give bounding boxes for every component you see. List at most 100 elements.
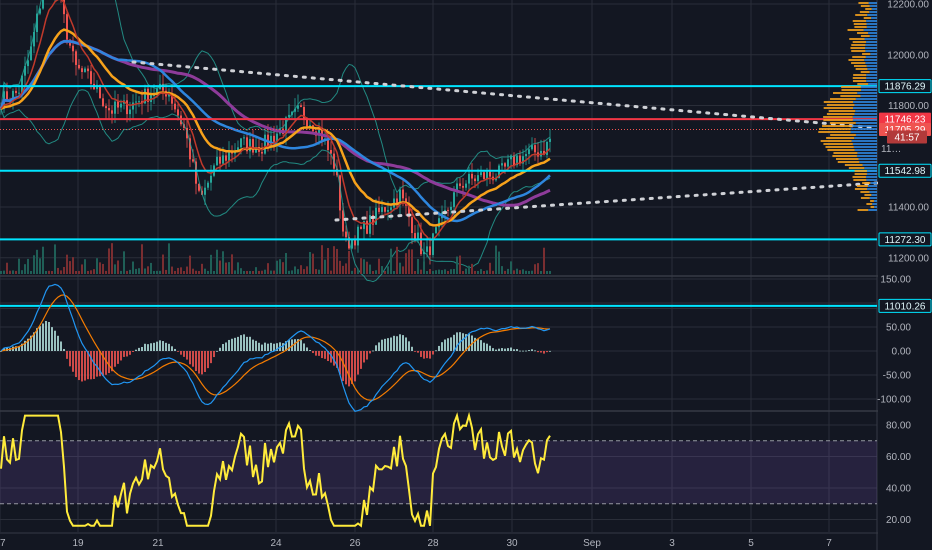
trendline-upper[interactable] <box>131 60 879 130</box>
macd-tick-label: 150.00 <box>880 275 911 286</box>
volume-profile-bar <box>853 146 877 148</box>
macd-histogram-bar <box>531 349 533 351</box>
macd-histogram-bar <box>456 332 458 351</box>
macd-histogram-bar <box>219 347 221 351</box>
macd-histogram-bar <box>546 351 548 353</box>
volume-bar <box>141 244 143 274</box>
volume-bar <box>0 270 2 274</box>
ma-blue-line <box>0 40 551 223</box>
volume-profile-bar <box>857 32 869 34</box>
rsi-pane[interactable] <box>0 411 877 528</box>
candle-body <box>33 32 35 47</box>
volume-profile-bar <box>866 173 877 175</box>
candle-body <box>483 172 485 179</box>
candle-body <box>198 183 200 191</box>
volume-profile-bar <box>866 23 877 25</box>
volume-profile-bar <box>855 14 868 16</box>
macd-histogram-bar <box>231 338 233 351</box>
macd-histogram-bar <box>333 351 335 366</box>
level-badge[interactable]: 41:57 <box>887 130 927 144</box>
macd-histogram-bar <box>462 333 464 351</box>
volume-profile-bar <box>865 50 877 52</box>
volume-profile-bar <box>860 86 877 88</box>
candle-body <box>249 139 251 152</box>
macd-histogram-bar <box>102 351 104 376</box>
macd-histogram-bar <box>474 337 476 351</box>
volume-bar <box>78 270 80 274</box>
candle-body <box>135 101 137 103</box>
macd-pane[interactable] <box>0 283 551 412</box>
macd-histogram-bar <box>117 351 119 364</box>
volume-profile-bar <box>865 47 877 49</box>
volume-bar <box>129 269 131 274</box>
price-pane[interactable] <box>0 0 879 307</box>
volume-profile-bar <box>868 209 877 211</box>
price-tick-label: 12000.00 <box>887 50 929 61</box>
candle-body <box>21 75 23 93</box>
level-badge[interactable]: 11010.26 <box>878 298 932 313</box>
macd-histogram-bar <box>123 351 125 357</box>
volume-bar <box>72 257 74 274</box>
level-badge[interactable]: 11746.23 <box>879 112 931 126</box>
candle-body <box>534 145 536 153</box>
volume-profile-bar <box>855 68 868 70</box>
candle-body <box>237 147 239 152</box>
macd-histogram-bar <box>78 351 80 381</box>
macd-histogram-bar <box>234 337 236 351</box>
volume-profile-bar <box>830 98 856 100</box>
candle-body <box>210 175 212 183</box>
macd-histogram-bar <box>303 343 305 351</box>
volume-bar <box>318 269 320 274</box>
volume-bar <box>246 270 248 274</box>
level-badge[interactable]: 11876.29 <box>878 79 932 94</box>
macd-histogram-bar <box>540 351 542 353</box>
candle-body <box>435 227 437 234</box>
volume-bar <box>108 248 110 274</box>
volume-bar <box>366 261 368 274</box>
candle-body <box>501 163 503 166</box>
macd-histogram-bar <box>237 336 239 351</box>
volume-bar <box>534 264 536 274</box>
level-badge[interactable]: 11542.98 <box>878 163 932 178</box>
volume-bar <box>114 264 116 274</box>
volume-profile-bar <box>857 152 877 154</box>
trendline-lower[interactable] <box>334 181 879 222</box>
rsi-tick-label: 80.00 <box>886 421 911 432</box>
level-badge-label: 11876.29 <box>885 82 926 93</box>
volume-bar <box>288 270 290 274</box>
macd-histogram-bar <box>204 351 206 372</box>
candle-body <box>120 103 122 108</box>
volume-bar <box>3 270 5 274</box>
volume-profile-bar <box>863 29 877 31</box>
volume-bar <box>15 270 17 274</box>
macd-histogram-bar <box>99 351 101 377</box>
candle-body <box>141 101 143 104</box>
candle-body <box>486 171 488 179</box>
candle-body <box>6 91 8 102</box>
volume-bar <box>426 270 428 274</box>
volume-profile-bar <box>822 125 853 127</box>
volume-bar <box>396 246 398 274</box>
candle-body <box>18 92 20 94</box>
volume-bar <box>465 268 467 274</box>
candle-body <box>306 118 308 127</box>
macd-histogram-bar <box>366 351 368 360</box>
macd-histogram-bar <box>465 334 467 351</box>
volume-bar <box>84 259 86 274</box>
volume-bar <box>111 243 113 274</box>
volume-bar <box>330 270 332 274</box>
volume-bar <box>489 262 491 274</box>
candle-body <box>162 83 164 91</box>
volume-profile-bar <box>851 50 866 52</box>
volume-profile-bar <box>866 77 877 79</box>
level-badge-label: 11542.98 <box>885 166 926 177</box>
candle-body <box>390 207 392 210</box>
candle-body <box>510 155 512 160</box>
volume-bar <box>30 270 32 274</box>
candle-body <box>132 102 134 110</box>
level-badge[interactable]: 11272.30 <box>878 232 932 247</box>
macd-histogram-bar <box>315 351 317 356</box>
volume-bar <box>357 268 359 274</box>
volume-bar <box>138 268 140 274</box>
